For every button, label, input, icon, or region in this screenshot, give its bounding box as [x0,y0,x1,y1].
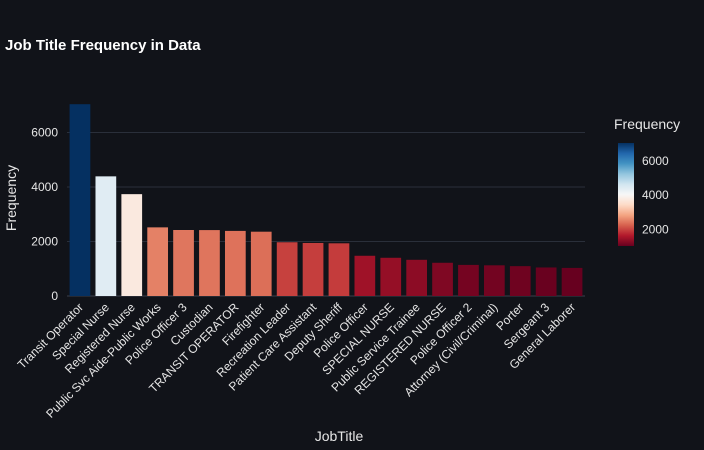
colorbar-gradient [618,143,634,246]
y-tick-label: 0 [51,289,58,303]
bar [483,265,505,296]
bar [121,194,143,296]
bar [354,255,376,296]
y-tick-label: 2000 [31,234,58,248]
colorbar-tick-labels: 2000 4000 6000 [642,154,669,237]
bar [173,230,194,296]
grid-lines [67,131,585,297]
colorbar-tick-label: 6000 [642,154,669,168]
colorbar-title: Frequency [614,116,680,132]
bar [95,176,117,296]
bar [328,243,350,296]
colorbar-tick-label: 4000 [642,188,669,202]
bar [302,242,324,296]
y-tick-label: 4000 [31,180,58,194]
bar [380,257,402,296]
colorbar-tick-label: 2000 [642,222,669,236]
bar [458,264,479,296]
bar [509,266,531,296]
bar [535,267,557,296]
bar [69,104,91,296]
y-axis-title: Frequency [3,165,19,231]
bar [276,242,298,296]
bar [199,230,220,296]
x-axis-title: JobTitle [315,428,364,444]
bar [432,262,453,296]
y-tick-label: 6000 [31,125,58,139]
y-tick-labels: 0 2000 4000 6000 [31,125,58,303]
bar [406,259,428,296]
chart-title: Job Title Frequency in Data [5,37,201,54]
bar [250,231,272,296]
colorbar: Frequency 2000 4000 6000 [614,116,680,246]
bar [561,267,583,296]
bar [147,227,169,296]
bars [69,104,583,296]
bar [224,230,246,296]
